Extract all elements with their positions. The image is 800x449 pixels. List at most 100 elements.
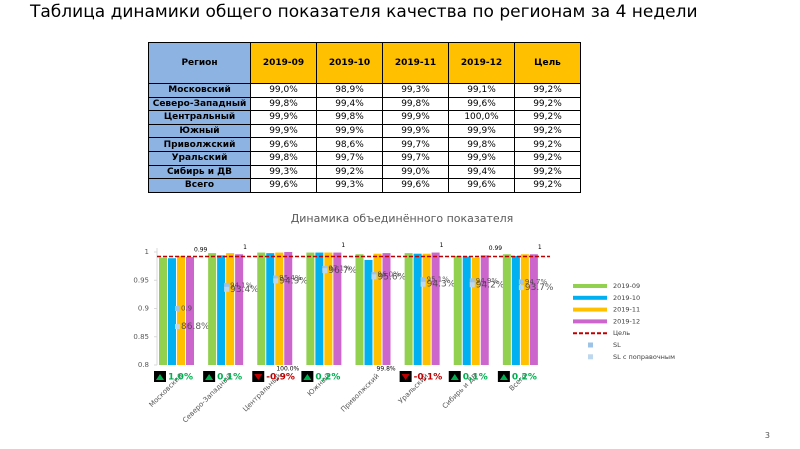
sl-label: 96.0% <box>378 271 401 279</box>
bar <box>462 256 471 365</box>
row: Северо-Западный 99,8% 99,4% 99,8% 99,6% 99,2% <box>148 96 581 112</box>
delta-label: 1,0% <box>168 373 193 383</box>
header-cell: 2019-12 <box>448 42 515 84</box>
legend-swatch <box>573 307 607 312</box>
bar <box>217 255 226 365</box>
sl-point <box>224 286 230 292</box>
row: Уральский 99,8% 99,7% 99,7% 99,9% 99,2% <box>148 150 581 166</box>
value-label: 1 <box>243 244 247 251</box>
chart-title: Динамика объединённого показателя <box>291 212 514 225</box>
legend-swatch <box>573 284 607 288</box>
bar <box>453 255 462 365</box>
delta-arrow <box>450 374 459 380</box>
bar <box>226 253 235 365</box>
bar <box>186 257 194 365</box>
sl-point <box>175 306 180 311</box>
x-tick-label: Приволжский <box>339 372 380 413</box>
delta-arrow <box>303 374 312 380</box>
bar <box>333 252 342 365</box>
delta-label: -0,1% <box>414 373 443 383</box>
sl-label: 0.9 <box>181 305 192 313</box>
sl-label: 94.3% <box>427 280 456 290</box>
y-tick-label: 0.95 <box>133 276 149 284</box>
sl-label: 95.1% <box>427 276 450 284</box>
sl-point <box>420 281 426 287</box>
sl-point <box>518 279 524 285</box>
value-label: 1 <box>440 242 444 249</box>
bar <box>382 253 391 365</box>
row: Центральный 99,9% 99,8% 99,9% 100,0% 99,2% <box>148 110 581 125</box>
bar <box>502 254 511 365</box>
delta-arrow <box>205 374 214 380</box>
bar <box>422 253 431 365</box>
table: Регион 2019-09 2019-10 2019-11 2019-12 Цель Мо… <box>148 42 581 193</box>
row: Всего 99,6% 99,3% 99,6% 99,6% 99,2% <box>148 178 581 193</box>
legend-label: 2019-12 <box>613 317 640 325</box>
row-label: Северо-Западный <box>148 96 251 112</box>
header-cell: 2019-11 <box>382 42 449 84</box>
delta-arrow <box>254 374 263 380</box>
legend-label: 2019-09 <box>613 282 640 290</box>
sl-label: 93.4% <box>230 285 259 295</box>
value-label: 0.99 <box>194 247 208 254</box>
legend-label: Цель <box>613 329 630 337</box>
bar <box>168 258 176 365</box>
y-tick-label: 1 <box>145 248 149 256</box>
bar <box>284 252 293 365</box>
legend-label: 2019-10 <box>613 294 640 302</box>
bar <box>520 254 529 365</box>
value-label: 1 <box>538 244 542 251</box>
sl-point <box>469 282 475 288</box>
sl-label: 96.7% <box>328 266 357 276</box>
legend-swatch <box>573 319 607 324</box>
sl-label: 94.9% <box>476 277 499 285</box>
bottom-label: 100.0% <box>276 366 299 373</box>
sl-point <box>518 285 524 291</box>
sl-label: 95.6% <box>378 272 407 282</box>
sl-label: 93.7% <box>525 283 554 293</box>
bar <box>364 259 373 365</box>
delta-label: 0,1% <box>463 373 488 383</box>
sl-label: 94.1% <box>230 281 253 289</box>
row-label: Всего <box>148 178 251 193</box>
bar <box>275 252 284 365</box>
delta-label: 0,2% <box>315 373 340 383</box>
legend-swatch <box>573 295 607 300</box>
delta-arrow <box>401 374 410 380</box>
bar <box>413 253 422 365</box>
bar <box>159 257 167 365</box>
cell: 99,2% <box>514 96 581 112</box>
bar <box>324 252 333 365</box>
bar <box>235 254 244 365</box>
delta-label: 0,1% <box>217 373 242 383</box>
page-number: 3 <box>764 431 770 440</box>
slide-title: Таблица динамики общего показателя качес… <box>30 2 698 22</box>
cell: 99,2% <box>514 178 581 193</box>
row-label: Московский <box>148 83 251 98</box>
legend-swatch <box>588 354 593 360</box>
bar <box>177 255 185 365</box>
sl-point <box>273 278 279 284</box>
bar <box>480 255 489 365</box>
bar <box>315 252 324 365</box>
bar <box>511 255 520 365</box>
legend-label: 2019-11 <box>613 306 640 314</box>
delta-label: -0,9% <box>266 373 295 383</box>
sl-point <box>371 274 377 280</box>
delta-arrow <box>499 374 508 380</box>
sl-point <box>175 324 180 330</box>
sl-label: 94.9% <box>279 276 308 286</box>
sl-point <box>469 278 475 284</box>
delta-label: 0,2% <box>512 373 537 383</box>
sl-point <box>224 282 230 288</box>
bar <box>257 252 266 365</box>
legend-label: SL <box>613 341 621 349</box>
sl-point <box>322 268 328 274</box>
bar <box>306 252 315 365</box>
cell: 99,6% <box>382 178 449 193</box>
sl-label: 86.8% <box>181 322 210 332</box>
value-label: 1 <box>341 242 345 249</box>
sl-point <box>420 277 426 283</box>
